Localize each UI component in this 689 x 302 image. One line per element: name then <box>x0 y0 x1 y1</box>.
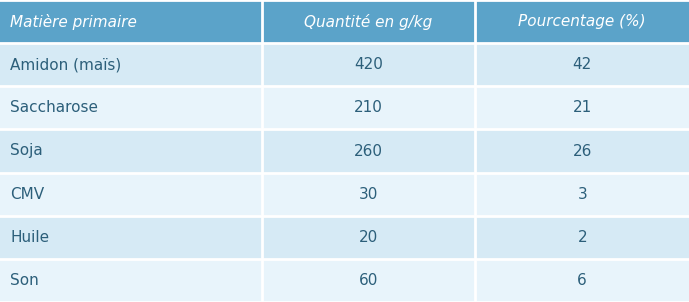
Text: 420: 420 <box>354 57 383 72</box>
Text: 260: 260 <box>354 143 383 159</box>
Text: Son: Son <box>10 273 39 288</box>
Text: Soja: Soja <box>10 143 43 159</box>
FancyBboxPatch shape <box>475 172 689 216</box>
Text: 210: 210 <box>354 100 383 115</box>
Text: Saccharose: Saccharose <box>10 100 99 115</box>
Text: Quantité en g/kg: Quantité en g/kg <box>305 14 433 30</box>
Text: 42: 42 <box>573 57 592 72</box>
FancyBboxPatch shape <box>0 172 262 216</box>
FancyBboxPatch shape <box>262 43 475 86</box>
Text: 2: 2 <box>577 230 587 245</box>
Text: Pourcentage (%): Pourcentage (%) <box>518 14 646 29</box>
FancyBboxPatch shape <box>262 216 475 259</box>
FancyBboxPatch shape <box>475 216 689 259</box>
Text: 3: 3 <box>577 187 587 202</box>
FancyBboxPatch shape <box>0 86 262 130</box>
Text: 26: 26 <box>573 143 592 159</box>
FancyBboxPatch shape <box>262 86 475 130</box>
FancyBboxPatch shape <box>475 130 689 172</box>
FancyBboxPatch shape <box>475 0 689 43</box>
Text: 20: 20 <box>359 230 378 245</box>
FancyBboxPatch shape <box>0 0 262 43</box>
Text: 60: 60 <box>359 273 378 288</box>
Text: Matière primaire: Matière primaire <box>10 14 137 30</box>
FancyBboxPatch shape <box>262 130 475 172</box>
FancyBboxPatch shape <box>262 172 475 216</box>
FancyBboxPatch shape <box>475 86 689 130</box>
Text: Amidon (maïs): Amidon (maïs) <box>10 57 121 72</box>
Text: 30: 30 <box>359 187 378 202</box>
Text: 21: 21 <box>573 100 592 115</box>
FancyBboxPatch shape <box>475 43 689 86</box>
Text: CMV: CMV <box>10 187 45 202</box>
FancyBboxPatch shape <box>475 259 689 302</box>
FancyBboxPatch shape <box>262 259 475 302</box>
FancyBboxPatch shape <box>0 43 262 86</box>
FancyBboxPatch shape <box>0 216 262 259</box>
FancyBboxPatch shape <box>262 0 475 43</box>
FancyBboxPatch shape <box>0 259 262 302</box>
FancyBboxPatch shape <box>0 130 262 172</box>
Text: Huile: Huile <box>10 230 50 245</box>
Text: 6: 6 <box>577 273 587 288</box>
